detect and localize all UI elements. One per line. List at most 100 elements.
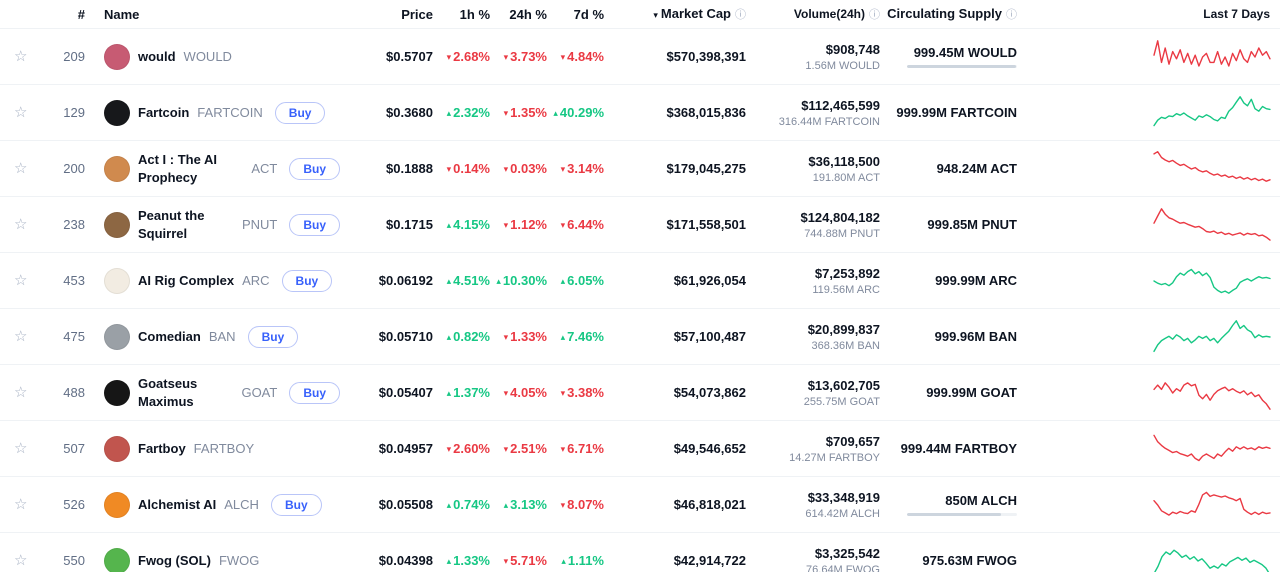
change-24h: ▾ 1.33%: [490, 329, 547, 344]
change-value: 6.71%: [567, 441, 604, 456]
circulating-supply: 999.99M GOAT: [926, 385, 1017, 400]
name-cell: Fwog (SOL) FWOG: [88, 547, 340, 572]
change-7d: ▾ 3.14%: [547, 161, 604, 176]
star-cell: ☆: [0, 48, 40, 66]
column-header-1h[interactable]: 1h %: [459, 6, 490, 22]
change-7d: ▾ 8.07%: [547, 497, 604, 512]
change-direction-icon: ▴: [496, 276, 501, 286]
change-1h: ▴ 2.32%: [433, 105, 490, 120]
table-row[interactable]: ☆ 550 Fwog (SOL) FWOG $0.04398 ▴ 1.33% ▾ 5…: [0, 533, 1280, 572]
column-header-24h[interactable]: 24h %: [509, 6, 547, 22]
change-value: 4.84%: [567, 49, 604, 64]
change-direction-icon: ▾: [560, 164, 566, 174]
volume-cell: $33,348,919 614.42M ALCH: [746, 490, 880, 520]
buy-button[interactable]: Buy: [274, 101, 326, 124]
volume-cell: $36,118,500 191.80M ACT: [746, 154, 880, 184]
buy-button[interactable]: Buy: [270, 493, 322, 516]
table-row[interactable]: ☆ 488 Goatseus Maximus GOAT Buy $0.05407…: [0, 365, 1280, 421]
info-icon[interactable]: ⓘ: [1006, 9, 1017, 21]
coin-symbol: GOAT: [241, 385, 278, 400]
table-row[interactable]: ☆ 209 would WOULD $0.5707 ▾ 2.68% ▾ 3.73% …: [0, 29, 1280, 85]
circulating-supply: 999.45M WOULD: [913, 45, 1017, 60]
change-value: 2.60%: [453, 441, 490, 456]
column-header-circulating-supply[interactable]: Circulating Supply ⓘ: [880, 6, 1017, 22]
buy-button[interactable]: Buy: [289, 213, 340, 236]
change-1h: ▴ 0.82%: [433, 329, 490, 344]
star-cell: ☆: [0, 272, 40, 290]
buy-button[interactable]: Buy: [289, 381, 340, 404]
column-header-name[interactable]: Name: [104, 6, 140, 22]
buy-button[interactable]: Buy: [289, 157, 340, 180]
favorite-star-icon[interactable]: ☆: [14, 159, 28, 177]
change-1h: ▴ 1.33%: [433, 553, 490, 568]
market-cap: $368,015,836: [666, 105, 746, 120]
favorite-star-icon[interactable]: ☆: [14, 47, 28, 65]
info-icon[interactable]: ⓘ: [869, 9, 880, 21]
change-1h: ▴ 1.37%: [433, 385, 490, 400]
change-value: 3.13%: [510, 497, 547, 512]
favorite-star-icon[interactable]: ☆: [14, 327, 28, 345]
change-direction-icon: ▾: [446, 444, 452, 454]
favorite-star-icon[interactable]: ☆: [14, 551, 28, 569]
circulating-supply: 999.44M FARTBOY: [900, 441, 1017, 456]
coin-symbol: ALCH: [224, 497, 259, 512]
coin-avatar: [104, 211, 130, 238]
coin-name: Fwog (SOL): [138, 552, 211, 568]
change-value: 2.51%: [510, 441, 547, 456]
spark-cell: [1017, 373, 1280, 413]
circulating-supply: 975.63M FWOG: [922, 553, 1017, 568]
change-value: 1.11%: [567, 553, 604, 568]
name-cell: Peanut the Squirrel PNUT Buy: [88, 207, 340, 242]
change-value: 40.29%: [559, 105, 604, 120]
table-row[interactable]: ☆ 526 Alchemist AI ALCH Buy $0.05508 ▴ 0.…: [0, 477, 1280, 533]
table-row[interactable]: ☆ 200 Act I : The AI Prophecy ACT Buy $0…: [0, 141, 1280, 197]
sparkline-chart: [1153, 548, 1270, 572]
change-value: 1.12%: [510, 217, 547, 232]
volume-sub: 614.42M ALCH: [805, 507, 880, 520]
spark-cell: [1017, 205, 1280, 245]
change-24h: ▾ 1.12%: [490, 217, 547, 232]
favorite-star-icon[interactable]: ☆: [14, 103, 28, 121]
volume-24h: $908,748: [825, 41, 880, 57]
favorite-star-icon[interactable]: ☆: [14, 271, 28, 289]
change-direction-icon: ▾: [503, 332, 509, 342]
table-row[interactable]: ☆ 129 Fartcoin FARTCOIN Buy $0.3680 ▴ 2.3…: [0, 85, 1280, 141]
spark-cell: [1017, 429, 1280, 469]
change-direction-icon: ▾: [560, 388, 566, 398]
volume-sub: 368.36M BAN: [811, 339, 880, 352]
change-direction-icon: ▴: [446, 332, 452, 342]
circulating-supply: 948.24M ACT: [936, 161, 1017, 176]
table-row[interactable]: ☆ 507 Fartboy FARTBOY $0.04957 ▾ 2.60% ▾ 2…: [0, 421, 1280, 477]
supply-cell: 999.45M WOULD: [880, 45, 1017, 68]
table-row[interactable]: ☆ 475 Comedian BAN Buy $0.05710 ▴ 0.82% ▾…: [0, 309, 1280, 365]
price: $0.1715: [386, 217, 433, 232]
change-direction-icon: ▴: [561, 556, 566, 566]
column-header-volume[interactable]: Volume(24h) ⓘ: [746, 6, 880, 22]
coin-avatar: [104, 379, 130, 406]
column-header-price[interactable]: Price: [401, 6, 433, 22]
favorite-star-icon[interactable]: ☆: [14, 383, 28, 401]
column-header-market-cap[interactable]: ▾ Market Cap ⓘ: [604, 6, 746, 22]
coin-avatar: [104, 43, 130, 70]
coin-symbol: PNUT: [241, 217, 278, 232]
table-row[interactable]: ☆ 453 AI Rig Complex ARC Buy $0.06192 ▴ 4…: [0, 253, 1280, 309]
table-row[interactable]: ☆ 238 Peanut the Squirrel PNUT Buy $0.17…: [0, 197, 1280, 253]
buy-button[interactable]: Buy: [281, 269, 333, 292]
favorite-star-icon[interactable]: ☆: [14, 215, 28, 233]
change-value: 1.33%: [510, 329, 547, 344]
coin-name: Act I : The AI Prophecy: [138, 151, 217, 185]
change-24h: ▾ 3.73%: [490, 49, 547, 64]
column-header-rank[interactable]: #: [77, 6, 85, 22]
star-cell: ☆: [0, 384, 40, 402]
sort-descending-icon: ▾: [653, 10, 658, 20]
star-cell: ☆: [0, 328, 40, 346]
coin-symbol: ACT: [251, 161, 278, 176]
info-icon[interactable]: ⓘ: [735, 9, 746, 21]
market-cap-label: Market Cap: [660, 6, 731, 21]
favorite-star-icon[interactable]: ☆: [14, 495, 28, 513]
buy-button[interactable]: Buy: [247, 325, 299, 348]
column-header-7d[interactable]: 7d %: [573, 6, 604, 22]
supply-progress-bar: [907, 65, 1017, 68]
favorite-star-icon[interactable]: ☆: [14, 439, 28, 457]
star-cell: ☆: [0, 216, 40, 234]
